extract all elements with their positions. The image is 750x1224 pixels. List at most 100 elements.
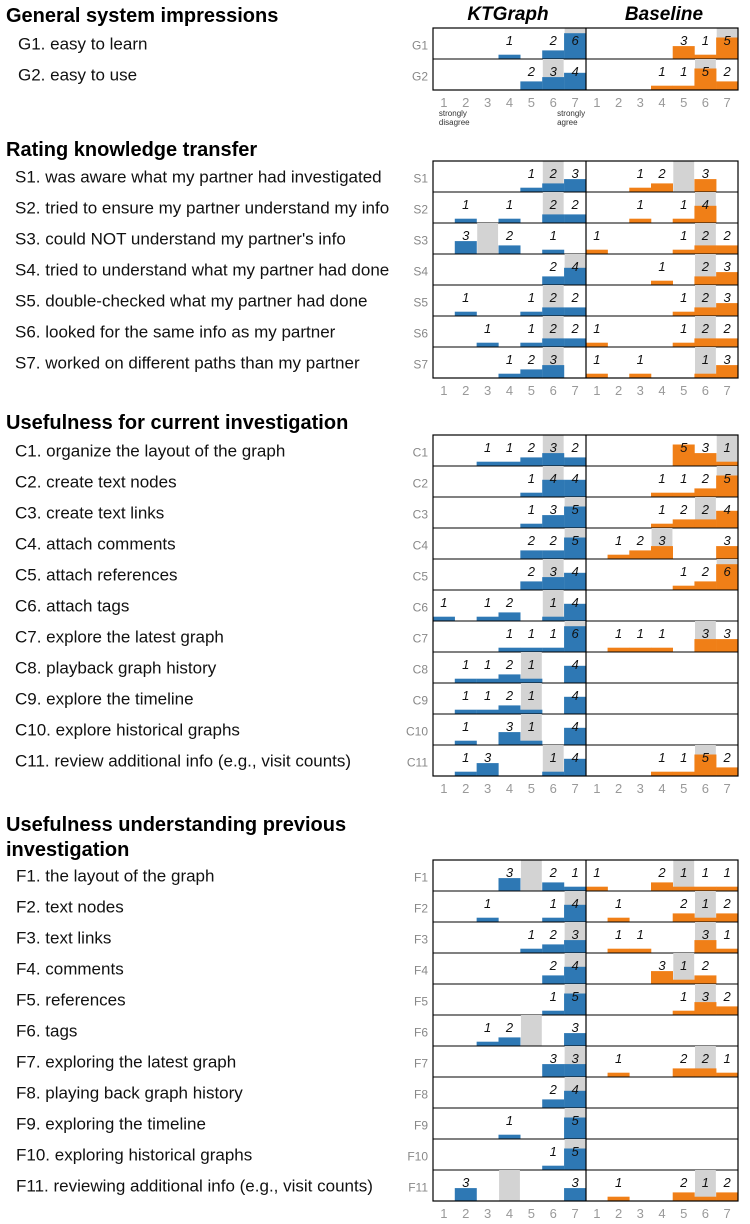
- ktgraph-count-label: 2: [549, 259, 558, 274]
- baseline-count-label: 3: [702, 166, 710, 181]
- ktgraph-axis-tick: 3: [484, 1206, 491, 1221]
- ktgraph-count-label: 4: [571, 958, 578, 973]
- ktgraph-axis-tick: 6: [550, 781, 557, 796]
- baseline-bar: [585, 342, 608, 347]
- ktgraph-count-label: 5: [571, 533, 579, 548]
- baseline-count-label: 1: [615, 1175, 622, 1190]
- ktgraph-count-label: 1: [506, 1113, 513, 1128]
- baseline-count-label: 1: [724, 1051, 731, 1066]
- ktgraph-median-band: [542, 745, 564, 776]
- item-label: C3. create text links: [15, 504, 164, 523]
- item-label: C2. create text nodes: [15, 473, 177, 492]
- ktgraph-count-label: 2: [505, 688, 514, 703]
- ktgraph-count-label: 4: [571, 657, 578, 672]
- baseline-count-label: 1: [658, 626, 665, 641]
- row-code: C11: [407, 756, 428, 770]
- ktgraph-bar: [520, 81, 543, 90]
- baseline-bar: [672, 771, 695, 776]
- baseline-bar: [672, 249, 695, 254]
- scale-note-low: strongly: [439, 109, 467, 118]
- ktgraph-bar: [542, 647, 565, 652]
- baseline-bar: [607, 917, 630, 922]
- baseline-bar: [651, 183, 673, 192]
- ktgraph-axis-tick: 4: [506, 95, 513, 110]
- ktgraph-bar: [564, 1188, 587, 1201]
- row-code: S5: [413, 296, 428, 310]
- ktgraph-count-label: 4: [550, 471, 557, 486]
- baseline-bar: [694, 639, 717, 652]
- ktgraph-count-label: 1: [528, 719, 535, 734]
- ktgraph-count-label: 1: [506, 440, 513, 455]
- row-code: G1: [412, 39, 428, 53]
- baseline-count-label: 2: [723, 989, 732, 1004]
- ktgraph-count-label: 4: [571, 719, 578, 734]
- ktgraph-bar: [476, 917, 499, 922]
- ktgraph-bar: [520, 740, 543, 745]
- baseline-median-band: [695, 1170, 716, 1201]
- row-code: C6: [413, 601, 429, 615]
- ktgraph-axis-tick: 3: [484, 383, 491, 398]
- baseline-bar: [651, 971, 673, 984]
- ktgraph-axis-tick: 7: [571, 1206, 578, 1221]
- item-label: C9. explore the timeline: [15, 690, 194, 709]
- item-label: F6. tags: [16, 1022, 77, 1041]
- row-code: F7: [414, 1057, 428, 1071]
- ktgraph-median-band: [520, 1015, 542, 1046]
- baseline-axis-tick: 5: [680, 383, 687, 398]
- baseline-bar: [672, 519, 695, 528]
- ktgraph-bar: [564, 179, 587, 192]
- baseline-bar: [672, 1192, 695, 1201]
- ktgraph-count-label: 1: [528, 927, 535, 942]
- baseline-count-label: 2: [701, 564, 710, 579]
- ktgraph-count-label: 1: [506, 197, 513, 212]
- ktgraph-count-label: 3: [484, 750, 492, 765]
- baseline-count-label: 2: [679, 896, 688, 911]
- baseline-bar: [651, 523, 673, 528]
- ktgraph-bar: [542, 307, 565, 316]
- baseline-count-label: 1: [637, 166, 644, 181]
- item-label: S6. looked for the same info as my partn…: [15, 323, 336, 342]
- baseline-axis-tick: 6: [702, 781, 709, 796]
- row-code: F9: [414, 1119, 428, 1133]
- baseline-bar: [716, 461, 739, 466]
- ktgraph-bar: [454, 678, 477, 683]
- ktgraph-count-label: 1: [550, 896, 557, 911]
- ktgraph-count-label: 1: [484, 657, 491, 672]
- baseline-axis-tick: 1: [593, 1206, 600, 1221]
- ktgraph-count-label: 1: [528, 290, 535, 305]
- baseline-count-label: 1: [680, 865, 687, 880]
- ktgraph-axis-tick: 5: [528, 95, 535, 110]
- ktgraph-count-label: 6: [571, 33, 579, 48]
- ktgraph-axis-tick: 6: [550, 95, 557, 110]
- ktgraph-bar: [520, 187, 543, 192]
- baseline-count-label: 1: [615, 1051, 622, 1066]
- ktgraph-count-label: 1: [462, 719, 469, 734]
- ktgraph-bar: [564, 727, 587, 745]
- baseline-count-label: 5: [724, 33, 732, 48]
- row-code: S4: [413, 265, 428, 279]
- ktgraph-median-band: [499, 1170, 520, 1201]
- baseline-bar: [694, 307, 717, 316]
- baseline-count-label: 1: [680, 321, 687, 336]
- ktgraph-bar: [476, 616, 499, 621]
- baseline-bar: [585, 373, 608, 378]
- baseline-count-label: 3: [724, 533, 732, 548]
- baseline-count-label: 1: [702, 896, 709, 911]
- baseline-axis-tick: 4: [658, 383, 665, 398]
- baseline-bar: [694, 1196, 717, 1201]
- row-code: S7: [413, 358, 428, 372]
- ktgraph-bar: [542, 1010, 565, 1015]
- ktgraph-count-label: 1: [484, 688, 491, 703]
- baseline-axis-tick: 4: [658, 95, 665, 110]
- ktgraph-bar: [476, 1041, 499, 1046]
- ktgraph-bar: [564, 696, 587, 714]
- baseline-bar: [694, 975, 717, 984]
- ktgraph-count-label: 1: [550, 750, 557, 765]
- baseline-median-band: [673, 161, 695, 192]
- item-label: C10. explore historical graphs: [15, 721, 240, 740]
- baseline-count-label: 1: [702, 33, 709, 48]
- ktgraph-bar: [454, 740, 477, 745]
- ktgraph-bar: [564, 993, 587, 1015]
- baseline-bar: [585, 249, 608, 254]
- ktgraph-bar: [498, 674, 521, 683]
